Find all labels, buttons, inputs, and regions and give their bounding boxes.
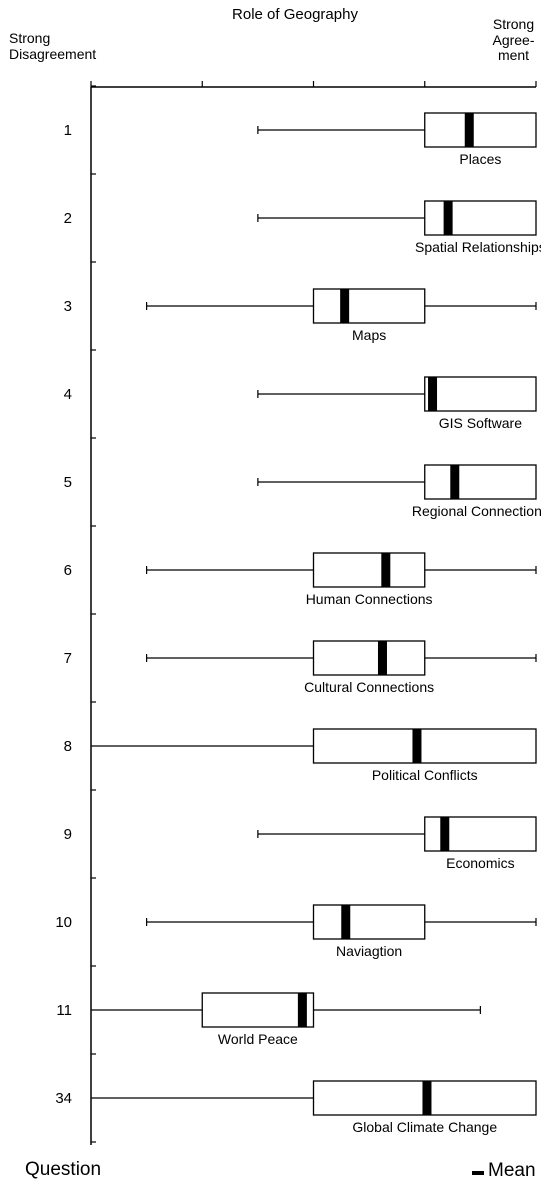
question-number-label: 10 <box>55 914 72 931</box>
legend-mean-label: Mean <box>488 1160 536 1181</box>
mean-marker <box>377 641 387 675</box>
chart-title: Role of Geography <box>232 6 358 23</box>
box-label: Political Conflicts <box>372 767 478 783</box>
question-number-label: 2 <box>64 210 72 227</box>
box-label: Maps <box>352 327 386 343</box>
box-iqr <box>424 200 537 236</box>
mean-marker <box>381 553 391 587</box>
box-iqr <box>312 288 426 324</box>
mean-marker <box>428 377 438 411</box>
question-number-label: 8 <box>64 738 72 755</box>
box-iqr <box>201 992 315 1028</box>
scale-right-label: Strong Agree- ment <box>492 16 535 64</box>
box-label: Global Climate Change <box>352 1119 497 1135</box>
box-label: Human Connections <box>306 591 433 607</box>
box-iqr <box>424 376 537 412</box>
box-label: Economics <box>446 855 514 871</box>
box-iqr <box>424 112 537 148</box>
box-label: Naviagtion <box>336 943 402 959</box>
mean-marker <box>443 201 453 235</box>
mean-marker <box>341 905 351 939</box>
box-iqr <box>312 728 537 764</box>
mean-marker <box>464 113 474 147</box>
legend-mean-swatch <box>472 1171 484 1175</box>
question-number-label: 6 <box>64 562 72 579</box>
box-label: Places <box>459 151 501 167</box>
question-number-label: 34 <box>55 1090 72 1107</box>
box-iqr <box>312 640 426 676</box>
box-label: Regional Connections <box>412 503 541 519</box>
question-number-label: 4 <box>64 386 72 403</box>
mean-marker <box>297 993 307 1027</box>
question-number-label: 7 <box>64 650 72 667</box>
question-number-label: 5 <box>64 474 72 491</box>
question-number-label: 9 <box>64 826 72 843</box>
mean-marker <box>412 729 422 763</box>
box-iqr <box>424 464 537 500</box>
mean-marker <box>450 465 460 499</box>
y-axis-title: Question <box>25 1159 102 1180</box>
box-label: Spatial Relationships <box>415 239 541 255</box>
mean-marker <box>340 289 350 323</box>
mean-marker <box>440 817 450 851</box>
box-label: Cultural Connections <box>304 679 434 695</box>
box-label: World Peace <box>218 1031 298 1047</box>
box-label: GIS Software <box>439 415 522 431</box>
box-iqr <box>312 552 426 588</box>
question-number-label: 3 <box>64 298 72 315</box>
question-number-label: 1 <box>64 122 72 139</box>
box-iqr <box>312 904 426 940</box>
mean-marker <box>422 1081 432 1115</box>
scale-left-label: Strong Disagreement <box>9 30 97 62</box>
question-number-label: 11 <box>56 1002 72 1019</box>
